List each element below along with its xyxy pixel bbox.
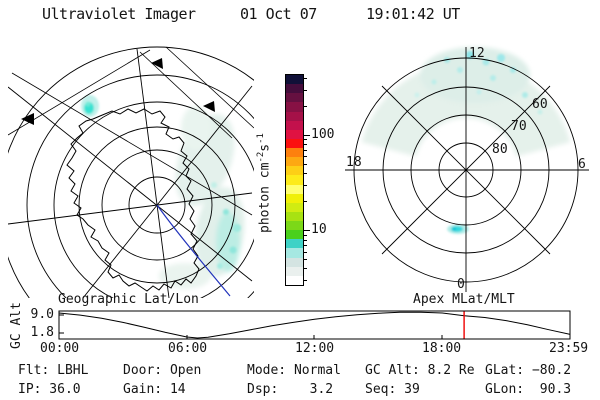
- colorbar-block: [286, 202, 303, 212]
- orbit-track: [21, 46, 254, 139]
- mlat-label-70: 70: [511, 119, 527, 134]
- colorbar-minor-tick: [304, 252, 307, 253]
- time-label: 19:01:42 UT: [366, 5, 460, 23]
- status-ip: IP: 36.0: [18, 382, 81, 397]
- colorbar-tick-100: 100: [311, 127, 335, 142]
- colorbar-minor-tick: [304, 235, 307, 236]
- xtick-0000: 00:00: [40, 341, 80, 356]
- axis-ticks: [59, 314, 443, 339]
- status-seq: Seq: 39: [365, 382, 420, 397]
- geographic-map: [8, 46, 254, 298]
- colorbar-minor-tick: [304, 173, 307, 174]
- colorbar-minor-tick: [304, 280, 307, 281]
- altitude-axis-label: GC Alt: [9, 302, 24, 349]
- colorbar-block: [286, 166, 303, 176]
- map-caption: Geographic Lat/Lon: [58, 292, 199, 307]
- colorbar-minor-tick: [304, 259, 307, 260]
- status-glon: GLon: 90.3: [485, 382, 572, 397]
- mlat-label-60: 60: [532, 97, 548, 112]
- colorbar-minor-tick: [304, 90, 307, 91]
- colorbar-block: [286, 257, 303, 267]
- mlt-label-18: 18: [346, 155, 362, 170]
- status-flt: Flt: LBHL: [18, 363, 89, 378]
- colorbar-block: [286, 230, 303, 240]
- colorbar-block: [286, 248, 303, 258]
- mlt-label-0: 0: [457, 277, 465, 292]
- colorbar: [285, 74, 304, 286]
- mlt-spokes: [345, 47, 589, 292]
- track-arrow-icon: [203, 101, 215, 112]
- colorbar-block: [286, 211, 303, 221]
- colorbar-block: [286, 193, 303, 203]
- meridian-lines: [8, 48, 253, 298]
- polar-caption: Apex MLat/MLT: [413, 292, 515, 307]
- aurora-bright-spot: [81, 95, 99, 117]
- colorbar-major-tick: [304, 230, 310, 231]
- colorbar-minor-tick: [304, 185, 307, 186]
- colorbar-block: [286, 175, 303, 185]
- colorbar-tick-10: 10: [311, 222, 327, 237]
- colorbar-block: [286, 157, 303, 167]
- mlt-label-6: 6: [578, 157, 586, 172]
- xtick-0600: 06:00: [168, 341, 208, 356]
- colorbar-minor-tick: [304, 268, 307, 269]
- altitude-curve: [58, 311, 570, 339]
- colorbar-block: [286, 138, 303, 148]
- status-door: Door: Open: [123, 363, 202, 378]
- instrument-title: Ultraviolet Imager: [42, 5, 196, 23]
- colorbar-block: [286, 102, 303, 112]
- colorbar-block: [286, 84, 303, 94]
- xtick-2359: 23:59: [549, 341, 589, 356]
- xtick-1800: 18:00: [422, 341, 462, 356]
- colorbar-minor-tick: [304, 78, 307, 79]
- antarctica-coastline: [66, 108, 200, 292]
- colorbar-block: [286, 184, 303, 194]
- colorbar-block: [286, 275, 303, 285]
- aurora-flecks: [211, 182, 241, 269]
- colorbar-minor-tick: [304, 201, 307, 202]
- colorbar-block: [286, 221, 303, 231]
- mlat-label-80: 80: [492, 142, 508, 157]
- colorbar-minor-tick: [304, 164, 307, 165]
- xtick-1200: 12:00: [295, 341, 335, 356]
- apex-polar-plot: 12 18 6 0 80 70 60: [345, 46, 589, 292]
- colorbar-units-label: photon cm-2s-1: [256, 133, 273, 233]
- ytick-9: 9.0: [30, 307, 54, 322]
- status-gain: Gain: 14: [123, 382, 186, 397]
- track-arrow-icon: [151, 58, 163, 69]
- colorbar-minor-tick: [304, 144, 307, 145]
- colorbar-minor-tick: [304, 106, 307, 107]
- colorbar-block: [286, 148, 303, 158]
- status-glat: GLat: −80.2: [485, 363, 572, 378]
- colorbar-minor-tick: [304, 240, 307, 241]
- ytick-1-8: 1.8: [30, 325, 54, 340]
- colorbar-block: [286, 111, 303, 121]
- colorbar-minor-tick: [304, 150, 307, 151]
- track-arrow-icon: [21, 113, 34, 125]
- colorbar-major-tick: [304, 135, 310, 136]
- colorbar-minor-tick: [304, 139, 307, 140]
- colorbar-block: [286, 239, 303, 249]
- aurora-emission-band: [159, 106, 245, 289]
- groundtrack-line: [156, 204, 231, 297]
- mlt-label-12: 12: [469, 46, 485, 61]
- altitude-chart: [58, 310, 571, 340]
- colorbar-block: [286, 120, 303, 130]
- colorbar-minor-tick: [304, 245, 307, 246]
- colorbar-block: [286, 266, 303, 276]
- status-gc-alt: GC Alt: 8.2 Re: [365, 363, 475, 378]
- colorbar-block: [286, 129, 303, 139]
- colorbar-minor-tick: [304, 156, 307, 157]
- polar-aurora-bright-spot: [447, 224, 469, 234]
- status-dsp: Dsp: 3.2: [247, 382, 334, 397]
- status-mode: Mode: Normal: [247, 363, 341, 378]
- colorbar-block: [286, 93, 303, 103]
- colorbar-block: [286, 75, 303, 85]
- date-label: 01 Oct 07: [240, 5, 317, 23]
